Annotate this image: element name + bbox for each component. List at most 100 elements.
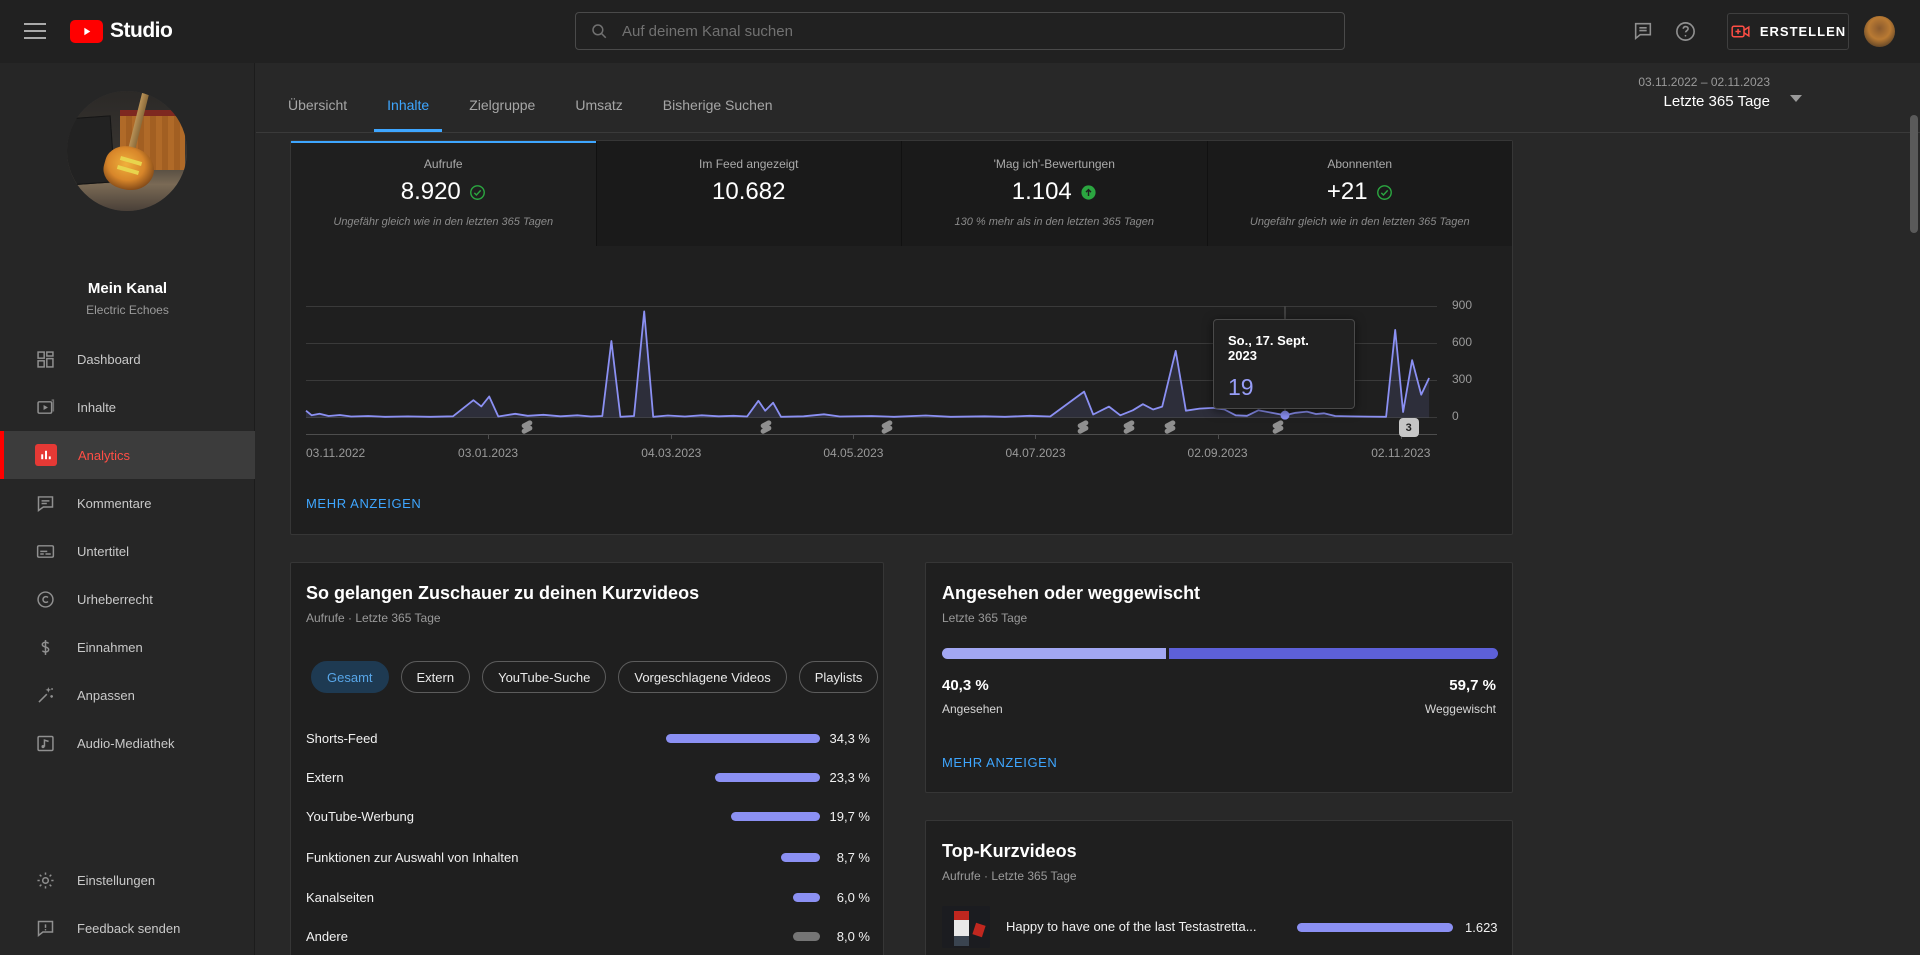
sidebar-item-dashboard[interactable]: Dashboard xyxy=(0,335,255,383)
create-video-icon xyxy=(1730,21,1751,42)
app-header: Studio ERSTELLEN xyxy=(0,0,1920,63)
help-icon[interactable] xyxy=(1671,17,1699,45)
sidebar-item-audio-mediathek[interactable]: Audio-Mediathek xyxy=(0,719,255,767)
sidebar-item-feedback[interactable]: Feedback senden xyxy=(0,904,255,952)
shorts-publish-icon[interactable] xyxy=(879,419,895,435)
check-circle-icon xyxy=(1376,184,1393,201)
x-axis-tick-label: 02.11.2023 xyxy=(1371,446,1431,460)
hamburger-menu-icon[interactable] xyxy=(24,21,48,41)
sidebar-item-kommentare[interactable]: Kommentare xyxy=(0,479,255,527)
tooltip-value: 19 xyxy=(1228,374,1254,400)
x-axis-tick-label: 04.05.2023 xyxy=(823,446,884,460)
show-more-link[interactable]: MEHR ANZEIGEN xyxy=(306,496,422,511)
analytics-tabbar: Übersicht Inhalte Zielgruppe Umsatz Bish… xyxy=(256,63,1920,133)
publish-count-badge[interactable]: 3 xyxy=(1398,418,1419,437)
card-subtitle: Aufrufe · Letzte 365 Tage xyxy=(306,611,441,625)
shorts-publish-icon[interactable] xyxy=(758,419,774,435)
video-thumbnail xyxy=(942,906,990,948)
create-button[interactable]: ERSTELLEN xyxy=(1727,13,1849,50)
vertical-scrollbar[interactable] xyxy=(1910,115,1918,233)
comments-icon xyxy=(35,493,56,514)
sidebar-item-analytics[interactable]: Analytics xyxy=(0,431,255,479)
channel-avatar[interactable] xyxy=(67,91,187,211)
swiped-label: Weggewischt xyxy=(1424,702,1496,716)
y-axis-tick-label: 600 xyxy=(1452,335,1473,349)
metric-mag-ich-bewertungen[interactable]: 'Mag ich'-Bewertungen 1.104 130 % mehr a… xyxy=(901,141,1207,246)
youtube-play-icon xyxy=(70,19,103,43)
traffic-row: Shorts-Feed 34,3 % xyxy=(306,731,870,746)
chip-playlists[interactable]: Playlists xyxy=(798,661,879,693)
chart-tooltip: So., 17. Sept. 2023 19 xyxy=(1213,319,1355,409)
traffic-row: Kanalseiten 6,0 % xyxy=(306,890,870,905)
sidebar-item-untertitel[interactable]: Untertitel xyxy=(0,527,255,575)
card-subtitle: Aufrufe · Letzte 365 Tage xyxy=(942,869,1077,883)
channel-subtitle: Electric Echoes xyxy=(86,303,169,317)
sidebar-item-einstellungen[interactable]: Einstellungen xyxy=(0,856,255,904)
chevron-down-icon xyxy=(1790,95,1802,102)
product-name: Studio xyxy=(110,19,173,42)
traffic-sources-card: So gelangen Zuschauer zu deinen Kurzvide… xyxy=(290,562,884,955)
settings-gear-icon xyxy=(35,870,56,891)
analytics-content: Übersicht Inhalte Zielgruppe Umsatz Bish… xyxy=(256,63,1920,955)
account-avatar[interactable] xyxy=(1864,16,1895,47)
youtube-studio-logo[interactable]: Studio xyxy=(70,19,173,43)
viewed-label: Angesehen xyxy=(942,702,1003,716)
arrow-up-circle-icon xyxy=(1080,184,1097,201)
traffic-row: Extern 23,3 % xyxy=(306,770,870,785)
feedback-icon[interactable] xyxy=(1629,17,1657,45)
shorts-publish-icon[interactable] xyxy=(1121,419,1137,435)
shorts-publish-icon[interactable] xyxy=(1075,419,1091,435)
chip-extern[interactable]: Extern xyxy=(400,661,471,693)
sidebar-item-inhalte[interactable]: Inhalte xyxy=(0,383,255,431)
x-axis-tick-label: 02.09.2023 xyxy=(1187,446,1248,460)
y-axis-tick-label: 900 xyxy=(1452,298,1473,312)
metric-abonnenten[interactable]: Abonnenten +21 Ungefähr gleich wie in de… xyxy=(1206,141,1512,246)
views-overview-card: Aufrufe 8.920 Ungefähr gleich wie in den… xyxy=(290,140,1513,535)
check-circle-icon xyxy=(469,184,486,201)
metric-aufrufe[interactable]: Aufrufe 8.920 Ungefähr gleich wie in den… xyxy=(291,141,596,246)
viewed-vs-swiped-card: Angesehen oder weggewischt Letzte 365 Ta… xyxy=(925,562,1513,793)
chip-youtube-suche[interactable]: YouTube-Suche xyxy=(482,661,607,693)
tab-uebersicht[interactable]: Übersicht xyxy=(288,97,348,113)
dashboard-icon xyxy=(35,349,56,370)
tab-zielgruppe[interactable]: Zielgruppe xyxy=(469,97,536,113)
chip-gesamt[interactable]: Gesamt xyxy=(311,661,389,693)
tab-umsatz[interactable]: Umsatz xyxy=(575,97,623,113)
viewed-bar-segment xyxy=(942,648,1167,659)
x-axis-tick-label: 04.07.2023 xyxy=(1005,446,1066,460)
x-axis-tick-label: 04.03.2023 xyxy=(641,446,702,460)
search-input[interactable] xyxy=(620,21,1330,41)
shorts-publish-icon[interactable] xyxy=(519,419,535,435)
top-shorts-card: Top-Kurzvideos Aufrufe · Letzte 365 Tage… xyxy=(925,820,1513,955)
create-button-label: ERSTELLEN xyxy=(1759,24,1847,39)
sidebar-item-anpassen[interactable]: Anpassen xyxy=(0,671,255,719)
card-title: So gelangen Zuschauer zu deinen Kurzvide… xyxy=(306,583,700,603)
metric-im-feed-angezeigt[interactable]: Im Feed angezeigt 10.682 xyxy=(595,141,901,246)
x-axis-tick-label: 03.11.2022 xyxy=(306,446,366,460)
earnings-icon xyxy=(35,637,56,658)
tab-inhalte[interactable]: Inhalte xyxy=(374,63,443,132)
sidebar-item-urheberrecht[interactable]: Urheberrecht xyxy=(0,575,255,623)
swiped-percent: 59,7 % xyxy=(1449,677,1496,694)
views-line-chart: 900 600 300 0 03.11.2022 03.01.2023 04.03.202… xyxy=(305,298,1472,476)
top-video-row[interactable]: Happy to have one of the last Testastret… xyxy=(942,906,1498,948)
swiped-bar-segment xyxy=(1169,648,1498,659)
viewed-swiped-bar xyxy=(942,648,1498,659)
shorts-publish-icon[interactable] xyxy=(1162,419,1178,435)
traffic-row: YouTube-Werbung 19,7 % xyxy=(306,809,870,824)
audio-library-icon xyxy=(35,733,56,754)
date-range-picker[interactable]: 03.11.2022 – 02.11.2023 Letzte 365 Tage xyxy=(1638,75,1770,110)
chip-vorgeschlagene-videos[interactable]: Vorgeschlagene Videos xyxy=(618,661,787,693)
sidebar-item-einnahmen[interactable]: Einnahmen xyxy=(0,623,255,671)
videos-icon xyxy=(35,397,56,418)
shorts-publish-icon[interactable] xyxy=(1270,419,1286,435)
x-axis xyxy=(306,434,1437,439)
show-more-link[interactable]: MEHR ANZEIGEN xyxy=(942,755,1058,770)
channel-search-box[interactable] xyxy=(575,12,1345,50)
traffic-row: Andere 8,0 % xyxy=(306,929,870,944)
video-title: Happy to have one of the last Testastret… xyxy=(1006,919,1257,934)
card-subtitle: Letzte 365 Tage xyxy=(942,611,1028,625)
viewed-percent: 40,3 % xyxy=(942,677,989,694)
tab-bisherige-suchen[interactable]: Bisherige Suchen xyxy=(662,97,773,113)
